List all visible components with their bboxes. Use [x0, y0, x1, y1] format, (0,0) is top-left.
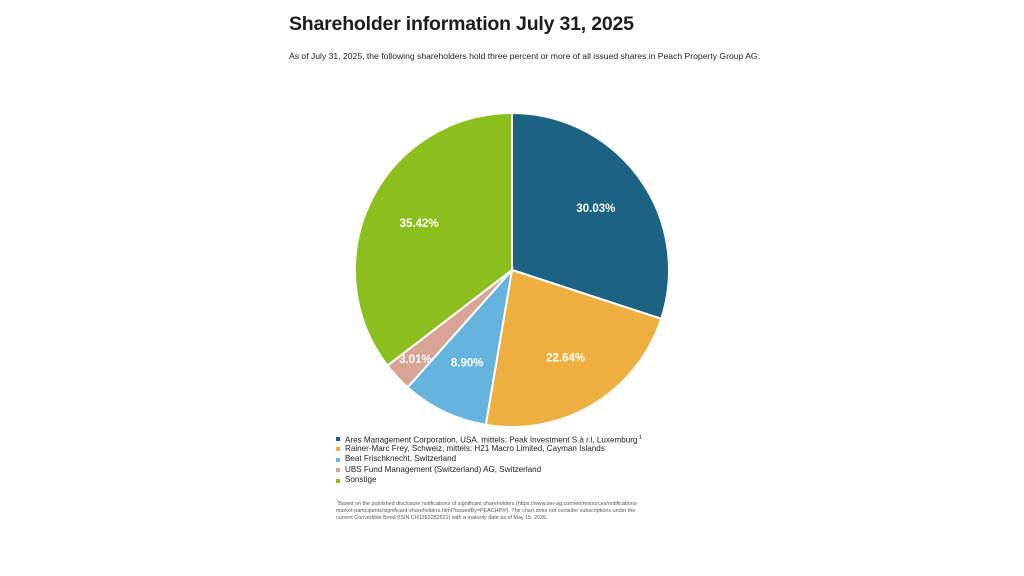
page-title: Shareholder information July 31, 2025 — [289, 13, 634, 35]
pie-slice[interactable] — [511, 111, 670, 321]
pie-chart: 30.03% 22.64% 8.90% 3.01% 35.42% — [350, 105, 680, 435]
legend-item[interactable]: Rainer-Marc Frey, Schweiz, mittels: H21 … — [336, 444, 756, 455]
legend-item[interactable]: Ares Management Corporation, USA, mittel… — [336, 433, 756, 445]
pie-slice-label: 30.03% — [576, 203, 615, 215]
legend-item-label: Beat Frischknecht, Switzerland — [345, 454, 457, 464]
legend-color-swatch — [336, 478, 340, 483]
legend-item[interactable]: UBS Fund Management (Switzerland) AG, Sw… — [336, 465, 756, 476]
footnote-text: Based on the published disclosure notifi… — [336, 500, 639, 522]
pie-slice[interactable] — [484, 268, 663, 428]
legend-item-label: Sonstige — [345, 475, 377, 485]
legend-item[interactable]: Beat Frischknecht, Switzerland — [336, 454, 756, 465]
legend-item[interactable]: Sonstige — [336, 475, 756, 486]
pie-slice[interactable] — [406, 266, 514, 426]
legend-color-swatch — [336, 468, 340, 473]
legend-item-label: Rainer-Marc Frey, Schweiz, mittels: H21 … — [345, 443, 605, 453]
legend-item-label: Ares Management Corporation, USA, mittel… — [345, 435, 643, 445]
page-subtitle: As of July 31, 2025, the following share… — [289, 51, 761, 61]
legend-item-label: UBS Fund Management (Switzerland) AG, Sw… — [345, 464, 542, 474]
pie-slice-label: 8.90% — [451, 357, 484, 369]
footnote-marker: 1 — [336, 498, 339, 503]
pie-slice-label: 22.64% — [546, 353, 585, 365]
pie-slice[interactable] — [353, 111, 513, 368]
footnote: 1Based on the published disclosure notif… — [336, 497, 648, 522]
pie-chart-svg: 30.03% 22.64% 8.90% 3.01% 35.42% — [353, 111, 670, 428]
chart-legend: Ares Management Corporation, USA, mittel… — [336, 433, 756, 486]
pie-slice-label: 3.01% — [399, 354, 432, 366]
legend-color-swatch — [336, 447, 340, 452]
legend-color-swatch — [336, 436, 340, 441]
legend-color-swatch — [336, 457, 340, 462]
pie-slice-label: 35.42% — [400, 218, 439, 230]
legend-footnote-marker: 1 — [637, 435, 643, 441]
